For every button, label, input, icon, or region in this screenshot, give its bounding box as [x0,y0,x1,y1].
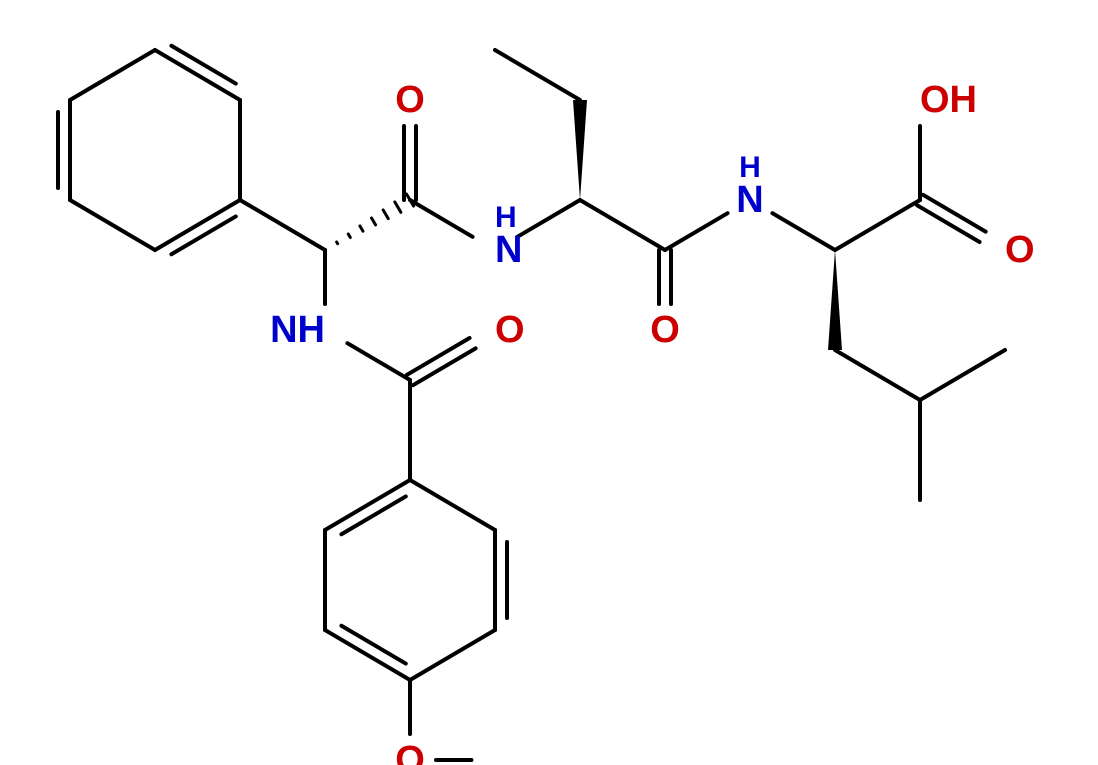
o-atom-label: O [495,309,525,351]
hydrogen-atom-label: H [739,151,761,184]
o-atom-label: O [1005,229,1035,271]
n-atom-label: NH [270,309,325,351]
o-atom-label: O [650,309,680,351]
n-atom-label: N [736,179,763,221]
o-atom-label: OH [920,79,977,121]
o-atom-label: O [395,79,425,121]
o-atom-label: O [395,739,425,765]
chemical-structure-diagram: ONHONHOHONHOO [0,0,1098,765]
n-atom-label: N [495,229,522,271]
hydrogen-atom-label: H [495,201,517,234]
